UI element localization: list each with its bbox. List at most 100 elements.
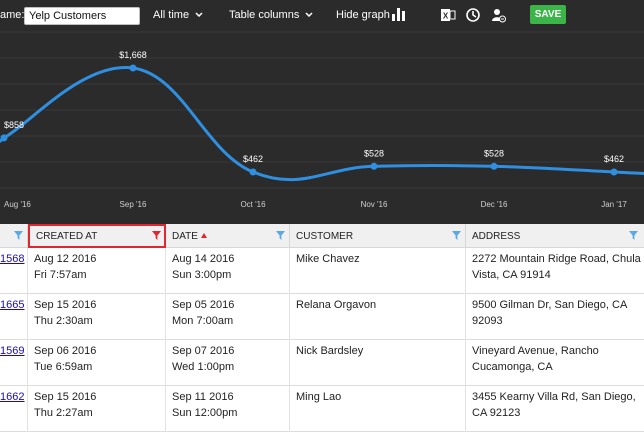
x-tick-label: Sep '16 [120, 200, 147, 209]
row-id-link[interactable]: 1665 [0, 299, 25, 311]
customer-cell: Relana Orgavon [290, 294, 466, 340]
chevron-down-icon [195, 12, 203, 17]
time-filter-label: All time [153, 9, 190, 21]
data-point[interactable] [249, 168, 257, 176]
created-at-cell: Sep 15 2016 Thu 2:30am [28, 294, 166, 340]
data-label: $528 [364, 148, 384, 158]
save-button[interactable]: SAVE [530, 5, 566, 24]
filter-icon[interactable] [452, 231, 461, 240]
address-value: 9500 Gilman Dr, San Diego, CA 92093 [472, 299, 627, 327]
line-chart-svg: $858 Aug '16 $1,668 Sep '16 $462 Oct '16 $528 N… [0, 31, 644, 209]
column-header-id[interactable] [0, 224, 28, 248]
time-value: Mon 7:00am [172, 315, 234, 327]
filter-icon[interactable] [14, 231, 23, 240]
created-time: Fri 7:57am [34, 269, 87, 281]
report-name-label: ame: [0, 9, 25, 21]
x-tick-label: Aug '16 [4, 200, 31, 209]
row-id-cell: 1569 [0, 340, 28, 386]
column-header-customer[interactable]: CUSTOMER [290, 224, 466, 248]
created-time: Tue 6:59am [34, 361, 93, 373]
column-label-created-at: CREATED AT [36, 231, 98, 242]
row-id-cell: 1662 [0, 386, 28, 432]
table-columns-label: Table columns [229, 9, 300, 21]
created-at-cell: Aug 12 2016 Fri 7:57am [28, 248, 166, 294]
customer-cell: Nick Bardsley [290, 340, 466, 386]
x-tick-label: Dec '16 [481, 200, 508, 209]
column-label-customer: CUSTOMER [296, 231, 354, 242]
row-id-cell: 1665 [0, 294, 28, 340]
address-cell: 9500 Gilman Dr, San Diego, CA 92093 [466, 294, 644, 340]
row-id-link[interactable]: 1662 [0, 391, 25, 403]
table-row: 1665 Sep 15 2016 Thu 2:30am Sep 05 2016 Mo… [0, 294, 644, 340]
filter-icon[interactable] [629, 231, 638, 240]
address-cell: Vineyard Avenue, Rancho Cucamonga, CA [466, 340, 644, 386]
chevron-down-icon [305, 12, 313, 17]
time-filter-dropdown[interactable]: All time [153, 9, 203, 21]
customer-cell: Ming Lao [290, 386, 466, 432]
created-at-cell: Sep 06 2016 Tue 6:59am [28, 340, 166, 386]
data-label: $462 [604, 154, 624, 164]
customer-name: Mike Chavez [296, 253, 360, 265]
time-value: Sun 3:00pm [172, 269, 232, 281]
filter-icon[interactable] [276, 231, 285, 240]
data-table: CREATED AT DATE CUSTOMER ADDRESS 1568 Au… [0, 224, 644, 433]
address-value: 2272 Mountain Ridge Road, Chula Vista, C… [472, 253, 641, 281]
created-date: Sep 15 2016 [34, 391, 97, 403]
address-cell: 3455 Kearny Villa Rd, San Diego, CA 9212… [466, 386, 644, 432]
report-name-input[interactable] [24, 7, 140, 25]
data-point[interactable] [0, 134, 8, 142]
data-point[interactable] [129, 64, 137, 72]
data-label: $528 [484, 148, 504, 158]
customer-name: Ming Lao [296, 391, 342, 403]
data-point[interactable] [490, 162, 498, 170]
column-label-address: ADDRESS [472, 231, 521, 242]
table-row: 1569 Sep 06 2016 Tue 6:59am Sep 07 2016 We… [0, 340, 644, 386]
column-header-address[interactable]: ADDRESS [466, 224, 644, 248]
x-tick-label: Nov '16 [361, 200, 388, 209]
date-value: Sep 05 2016 [172, 299, 235, 311]
time-value: Wed 1:00pm [172, 361, 235, 373]
data-label: $1,668 [119, 50, 147, 60]
data-point[interactable] [370, 162, 378, 170]
table-header: CREATED AT DATE CUSTOMER ADDRESS [0, 224, 644, 248]
column-header-created-at[interactable]: CREATED AT [28, 224, 166, 248]
created-at-cell: Sep 15 2016 Thu 2:27am [28, 386, 166, 432]
data-label: $858 [4, 120, 24, 130]
created-time: Thu 2:27am [34, 407, 93, 419]
column-header-date[interactable]: DATE [166, 224, 290, 248]
filter-icon[interactable] [152, 231, 161, 240]
row-id-cell: 1568 [0, 248, 28, 294]
customer-name: Relana Orgavon [296, 299, 377, 311]
toolbar: ame: All time Table columns Hide graph X… [0, 0, 644, 30]
address-value: 3455 Kearny Villa Rd, San Diego, CA 9212… [472, 391, 636, 419]
date-cell: Aug 14 2016 Sun 3:00pm [166, 248, 290, 294]
table-columns-dropdown[interactable]: Table columns [229, 9, 313, 21]
table-row: 1662 Sep 15 2016 Thu 2:27am Sep 11 2016 Su… [0, 386, 644, 432]
date-value: Sep 07 2016 [172, 345, 235, 357]
svg-text:X: X [443, 12, 449, 21]
date-value: Sep 11 2016 [172, 391, 234, 403]
hide-graph-button[interactable]: Hide graph [336, 9, 390, 21]
address-cell: 2272 Mountain Ridge Road, Chula Vista, C… [466, 248, 644, 294]
address-value: Vineyard Avenue, Rancho Cucamonga, CA [472, 345, 599, 373]
sort-ascending-icon [200, 233, 207, 238]
user-share-icon[interactable] [490, 7, 506, 23]
data-point[interactable] [610, 168, 618, 176]
row-id-link[interactable]: 1569 [0, 345, 25, 357]
series-line [0, 66, 644, 182]
date-cell: Sep 05 2016 Mon 7:00am [166, 294, 290, 340]
bar-chart-icon[interactable] [392, 8, 406, 21]
created-date: Sep 06 2016 [34, 345, 97, 357]
revenue-chart: $858 Aug '16 $1,668 Sep '16 $462 Oct '16 $528 N… [0, 30, 644, 224]
column-label-date: DATE [172, 231, 198, 242]
date-value: Aug 14 2016 [172, 253, 235, 265]
excel-export-icon[interactable]: X [440, 7, 456, 23]
customer-name: Nick Bardsley [296, 345, 364, 357]
x-tick-label: Oct '16 [240, 200, 266, 209]
row-id-link[interactable]: 1568 [0, 253, 25, 265]
time-value: Sun 12:00pm [172, 407, 238, 419]
table-row: 1568 Aug 12 2016 Fri 7:57am Aug 14 2016 Su… [0, 248, 644, 294]
created-date: Aug 12 2016 [34, 253, 97, 265]
refresh-icon[interactable] [465, 7, 481, 23]
created-time: Thu 2:30am [34, 315, 93, 327]
